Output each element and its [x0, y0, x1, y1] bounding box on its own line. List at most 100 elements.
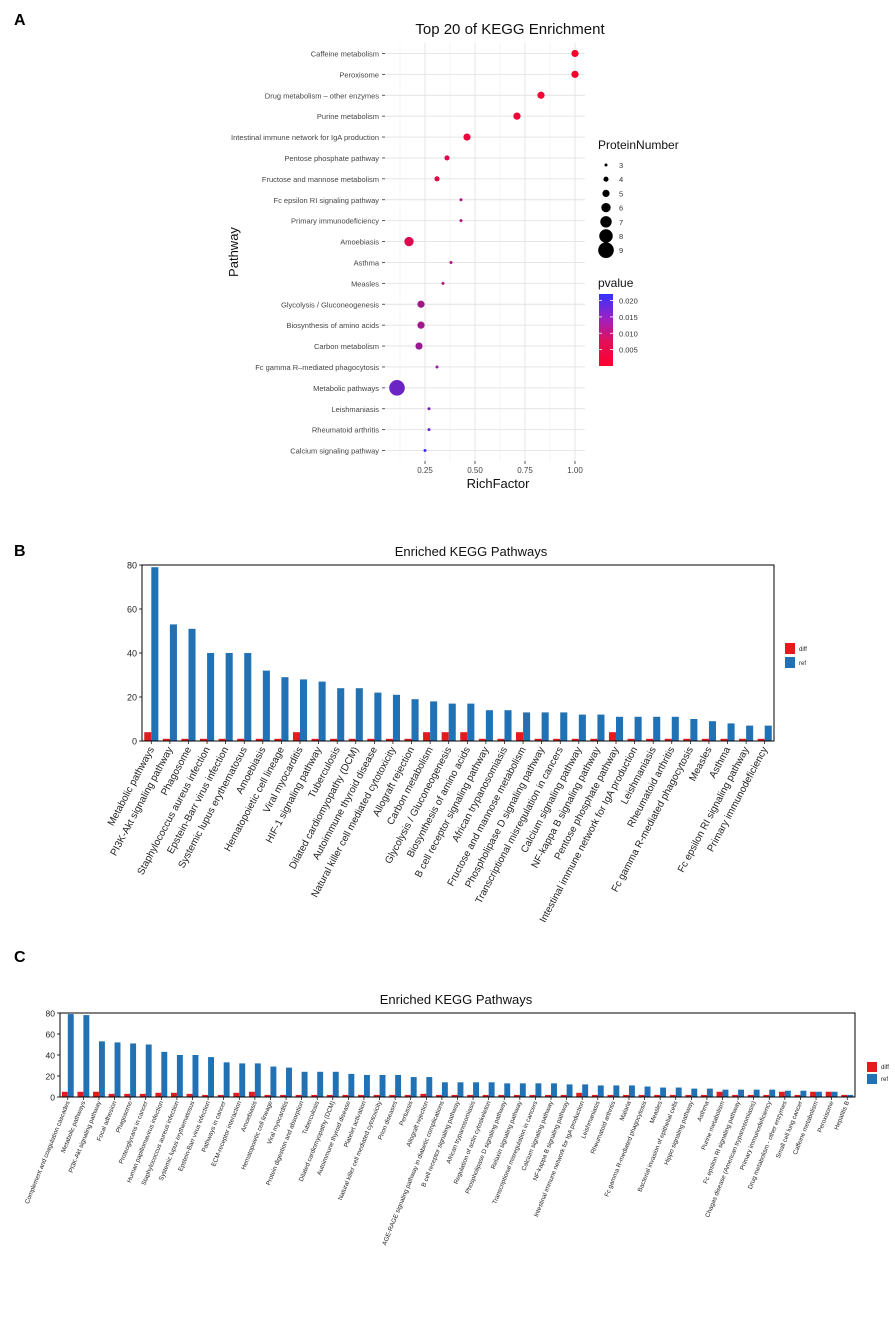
data-point — [571, 70, 579, 78]
pathway-label: Biosynthesis of amino acids — [286, 321, 379, 330]
pathway-label: Primary immunodeficiency — [291, 217, 379, 226]
pathway-label: Intestinal immune network for IgA produc… — [231, 133, 379, 142]
chart-title-b: Enriched KEGG Pathways — [395, 544, 548, 559]
color-legend-ticks: 0.020 0.015 0.010 0.005 — [599, 297, 638, 355]
bar-ref — [690, 719, 698, 741]
bar-ref — [448, 703, 456, 741]
data-point — [389, 380, 405, 396]
bar-diff — [280, 1094, 287, 1097]
bar-ref — [504, 710, 512, 741]
bar-diff — [763, 1094, 770, 1097]
bar-ref — [379, 1074, 386, 1097]
plot-frame-b — [141, 564, 775, 742]
bar-diff — [367, 738, 375, 741]
bar-ref — [239, 1063, 246, 1097]
x-labels-c: Complement and coagulation cascadesMetab… — [24, 1097, 851, 1247]
bar-ref — [262, 670, 270, 741]
category-label: Hippo signaling pathway — [663, 1099, 695, 1166]
bar-ref — [800, 1090, 807, 1097]
bar-ref — [83, 1015, 90, 1097]
plot-area-a — [385, 43, 585, 461]
bar-diff — [255, 738, 263, 741]
bar-diff — [342, 1094, 349, 1097]
bar-ref — [151, 567, 159, 741]
bar-ref — [691, 1088, 698, 1097]
bar-diff — [638, 1094, 645, 1097]
y-tick-label: 80 — [46, 1009, 56, 1019]
size-legend-dot — [601, 202, 611, 213]
bar-ref — [551, 1083, 557, 1097]
bar-diff — [497, 738, 505, 741]
bar-diff — [553, 738, 561, 741]
data-point — [537, 91, 545, 99]
x-tick-label: 0.25 — [417, 466, 433, 475]
legend-label-diff: diff — [799, 647, 807, 653]
size-legend-label: 6 — [619, 204, 623, 213]
category-label: ECM-receptor interaction — [210, 1100, 243, 1168]
bar-diff — [498, 1094, 505, 1097]
bar-diff — [181, 738, 189, 741]
bar-diff — [646, 738, 654, 741]
bar-ref — [578, 714, 586, 741]
y-axis-b: 0 20 40 60 80 — [127, 561, 142, 747]
bar-ref — [519, 1083, 526, 1097]
bar-ref — [485, 710, 493, 741]
bar-ref — [441, 1082, 448, 1097]
bar-diff — [732, 1094, 739, 1097]
bar-diff — [385, 738, 393, 741]
bar-ref — [114, 1042, 121, 1097]
y-tick-label: 40 — [127, 649, 137, 659]
bar-diff — [669, 1094, 676, 1097]
bar-diff — [248, 1091, 255, 1097]
bar-diff — [199, 738, 208, 741]
bar-ref — [566, 1084, 573, 1097]
data-point — [449, 260, 453, 264]
bar-ref — [769, 1089, 776, 1097]
bar-ref — [355, 688, 363, 741]
bar-diff — [77, 1091, 84, 1097]
pathway-label: Purine metabolism — [317, 112, 379, 121]
pathway-label: Amoebiasis — [340, 238, 379, 247]
bar-diff — [478, 738, 486, 741]
bar-ref — [430, 701, 438, 741]
points-a — [389, 49, 579, 453]
bar-diff — [810, 1091, 817, 1097]
bar-ref — [374, 692, 382, 741]
bar-ref — [727, 723, 735, 741]
bar-ref — [254, 1063, 261, 1097]
bar-diff — [467, 1094, 474, 1097]
data-point — [459, 198, 463, 202]
bar-diff — [515, 732, 524, 741]
bar-diff — [534, 738, 542, 741]
y-tick-label: 80 — [127, 561, 137, 571]
bar-ref — [523, 712, 531, 741]
bar-diff — [560, 1094, 567, 1097]
x-tick-label: 1.00 — [567, 466, 583, 475]
bar-diff — [529, 1094, 536, 1097]
bar-ref — [706, 1088, 713, 1097]
bar-diff — [264, 1094, 271, 1097]
bar-diff — [423, 732, 431, 741]
bar-ref — [457, 1082, 464, 1097]
size-legend-dot — [598, 242, 614, 258]
bar-ref — [281, 677, 289, 741]
bar-diff — [700, 1094, 707, 1097]
bar-diff — [218, 738, 226, 741]
bar-diff — [627, 738, 635, 741]
bar-ref — [318, 681, 326, 741]
bar-ref — [535, 1083, 542, 1097]
bar-ref — [753, 1089, 760, 1097]
data-point — [427, 428, 431, 432]
category-label: Measles — [649, 1100, 664, 1124]
data-point — [423, 449, 427, 453]
bar-diff — [404, 1094, 411, 1097]
bar-ref — [616, 716, 624, 741]
size-legend-dot — [602, 189, 610, 197]
colorbar-label: 0.020 — [619, 297, 638, 306]
y-tick-label: 60 — [127, 605, 137, 615]
bar-ref — [613, 1085, 620, 1097]
bar-ref — [488, 1082, 495, 1097]
bar-ref — [722, 1089, 729, 1097]
bar-ref — [300, 679, 308, 741]
data-point — [459, 219, 463, 223]
